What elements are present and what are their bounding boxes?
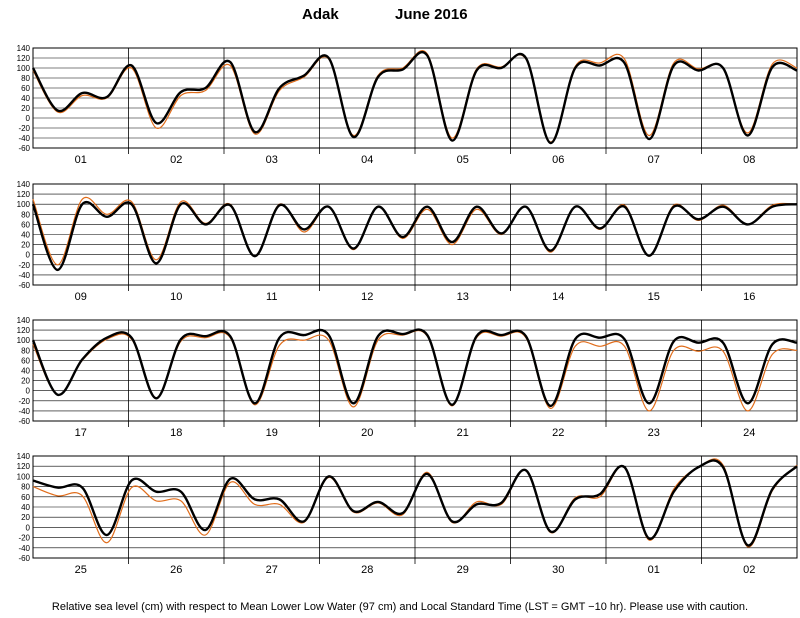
y-tick-label: 60	[21, 220, 30, 229]
day-label: 06	[552, 154, 564, 166]
y-tick-label: 120	[17, 326, 31, 335]
y-tick-label: 20	[21, 241, 30, 250]
day-label: 29	[457, 564, 469, 576]
y-tick-label: 40	[21, 231, 30, 240]
y-tick-label: 60	[21, 356, 30, 365]
y-tick-label: -20	[18, 124, 30, 133]
day-label: 30	[552, 564, 564, 576]
y-tick-label: -60	[18, 281, 30, 290]
y-tick-label: 100	[17, 200, 31, 209]
y-tick-label: 140	[17, 180, 31, 189]
y-tick-label: -40	[18, 134, 30, 143]
y-tick-label: 80	[21, 210, 30, 219]
day-label: 17	[75, 427, 87, 439]
day-label: 02	[743, 564, 755, 576]
panel-frame	[32, 455, 798, 559]
y-tick-label: 100	[17, 336, 31, 345]
day-label: 19	[266, 427, 278, 439]
y-tick-label: -40	[18, 407, 30, 416]
day-label: 07	[648, 154, 660, 166]
day-label: 18	[170, 427, 182, 439]
series-line-observed	[31, 201, 798, 272]
y-tick-label: 0	[26, 251, 31, 260]
y-tick-label: 40	[21, 367, 30, 376]
day-label: 04	[361, 154, 373, 166]
y-tick-label: 40	[21, 503, 30, 512]
day-label: 01	[648, 564, 660, 576]
y-tick-label: 60	[21, 84, 30, 93]
y-tick-label: 80	[21, 483, 30, 492]
day-label: 16	[743, 291, 755, 303]
y-tick-label: 80	[21, 346, 30, 355]
day-label: 13	[457, 291, 469, 303]
day-label: 02	[170, 154, 182, 166]
day-label: 24	[743, 427, 755, 439]
y-tick-label: -20	[18, 261, 30, 270]
day-label: 05	[457, 154, 469, 166]
day-label: 15	[648, 291, 660, 303]
day-label: 14	[552, 291, 564, 303]
day-label: 20	[361, 427, 373, 439]
chart-title: Adak June 2016	[0, 6, 800, 26]
station-name: Adak	[302, 6, 339, 23]
day-label: 08	[743, 154, 755, 166]
day-label: 03	[266, 154, 278, 166]
footnote: Relative sea level (cm) with respect to …	[51, 601, 749, 613]
day-label: 09	[75, 291, 87, 303]
y-tick-label: -20	[18, 397, 30, 406]
y-tick-label: 120	[17, 54, 31, 63]
y-tick-label: -20	[18, 534, 30, 543]
day-label: 26	[170, 564, 182, 576]
day-label: 12	[361, 291, 373, 303]
y-tick-label: -40	[18, 271, 30, 280]
y-tick-label: 140	[17, 44, 31, 53]
series-line-predicted	[32, 458, 798, 548]
y-tick-label: -60	[18, 144, 30, 153]
y-tick-label: 120	[17, 462, 31, 471]
y-tick-label: 140	[17, 316, 31, 325]
y-tick-label: 120	[17, 190, 31, 199]
y-tick-label: -40	[18, 544, 30, 553]
panel-frame	[32, 47, 798, 149]
series-line-observed	[31, 328, 798, 408]
day-label: 25	[75, 564, 87, 576]
y-tick-label: 0	[26, 523, 31, 532]
y-tick-label: 140	[17, 452, 31, 461]
y-tick-label: 20	[21, 377, 30, 386]
y-tick-label: 100	[17, 64, 31, 73]
y-tick-label: -60	[18, 417, 30, 426]
y-tick-label: 80	[21, 74, 30, 83]
y-tick-label: 0	[26, 114, 31, 123]
y-tick-label: 0	[26, 387, 31, 396]
day-label: 27	[266, 564, 278, 576]
month-year: June 2016	[395, 6, 468, 23]
day-label: 21	[457, 427, 469, 439]
y-tick-label: 20	[21, 104, 30, 113]
y-tick-label: -60	[18, 554, 30, 563]
y-tick-label: 60	[21, 493, 30, 502]
y-tick-label: 100	[17, 472, 31, 481]
day-label: 01	[75, 154, 87, 166]
day-label: 23	[648, 427, 660, 439]
day-label: 11	[266, 291, 277, 303]
day-label: 22	[552, 427, 564, 439]
y-tick-label: 20	[21, 513, 30, 522]
day-label: 28	[361, 564, 373, 576]
series-line-observed	[32, 459, 798, 547]
panel-frame	[32, 183, 798, 286]
series-line-observed	[31, 51, 798, 145]
y-tick-label: 40	[21, 94, 30, 103]
panel-frame	[32, 319, 798, 422]
day-label: 10	[170, 291, 182, 303]
